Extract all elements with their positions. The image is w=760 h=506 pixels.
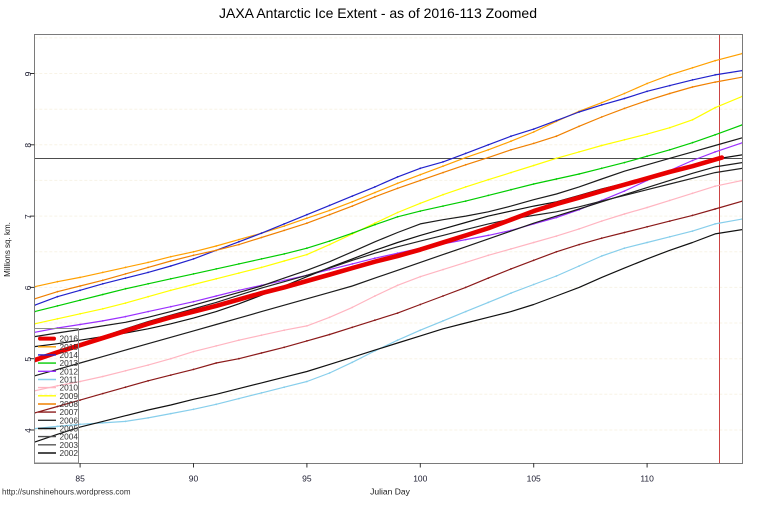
svg-text:2008: 2008 [60,399,79,409]
svg-text:2005: 2005 [60,424,79,434]
svg-text:105: 105 [527,474,541,484]
svg-text:8: 8 [23,143,33,148]
svg-text:2013: 2013 [60,358,79,368]
svg-text:2006: 2006 [60,415,79,425]
svg-text:http://sunshinehours.wordpress: http://sunshinehours.wordpress.com [2,488,131,497]
svg-text:2014: 2014 [60,350,79,360]
svg-text:2015: 2015 [60,342,79,352]
svg-text:JAXA Antarctic Ice Extent - as: JAXA Antarctic Ice Extent - as of 2016-1… [219,5,537,21]
svg-text:4: 4 [23,428,33,433]
svg-text:2002: 2002 [60,448,79,458]
svg-text:9: 9 [23,71,33,76]
svg-text:110: 110 [640,474,654,484]
svg-text:100: 100 [413,474,427,484]
svg-text:2009: 2009 [60,391,79,401]
svg-text:2007: 2007 [60,407,79,417]
svg-text:6: 6 [23,285,33,290]
svg-text:Millions sq. km.: Millions sq. km. [3,222,12,277]
svg-text:85: 85 [75,474,85,484]
svg-text:7: 7 [23,214,33,219]
svg-text:2010: 2010 [60,383,79,393]
svg-text:90: 90 [189,474,199,484]
svg-text:Julian Day: Julian Day [370,487,410,497]
svg-text:2003: 2003 [60,440,79,450]
svg-text:2004: 2004 [60,432,79,442]
svg-text:5: 5 [23,357,33,362]
svg-text:2016: 2016 [60,334,79,344]
svg-text:2012: 2012 [60,366,79,376]
svg-text:2011: 2011 [60,375,78,385]
svg-text:95: 95 [302,474,312,484]
